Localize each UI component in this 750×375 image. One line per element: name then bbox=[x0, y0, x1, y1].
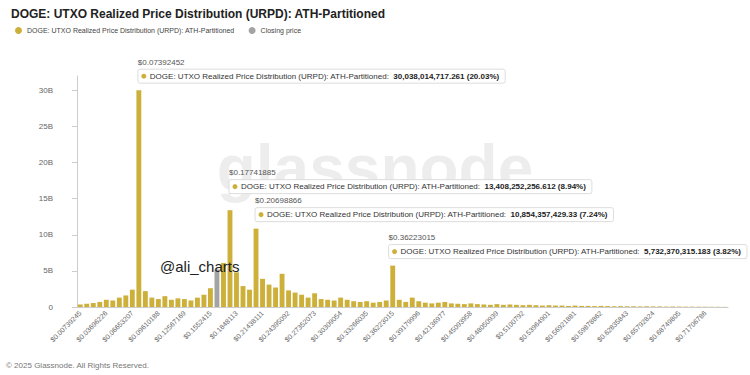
svg-text:$0.24395092: $0.24395092 bbox=[257, 309, 291, 344]
svg-text:$0.20698866: $0.20698866 bbox=[255, 196, 302, 205]
svg-text:$0.30309054: $0.30309054 bbox=[309, 309, 344, 344]
svg-text:$0.06653207: $0.06653207 bbox=[101, 309, 135, 344]
svg-text:$0.62835843: $0.62835843 bbox=[595, 309, 630, 344]
svg-text:$0.42136977: $0.42136977 bbox=[413, 309, 448, 344]
svg-text:$0.07392452: $0.07392452 bbox=[138, 58, 185, 67]
svg-text:DOGE: UTXO Realized Price Dist: DOGE: UTXO Realized Price Distribution (… bbox=[401, 247, 640, 256]
svg-text:$0.39179996: $0.39179996 bbox=[387, 309, 422, 344]
svg-text:$0.59878862: $0.59878862 bbox=[569, 309, 604, 344]
svg-text:$0.00739245: $0.00739245 bbox=[48, 309, 83, 344]
svg-text:0: 0 bbox=[49, 303, 54, 312]
svg-text:$0.1848113: $0.1848113 bbox=[208, 309, 239, 341]
svg-text:$0.33266035: $0.33266035 bbox=[335, 309, 370, 344]
svg-text:25B: 25B bbox=[39, 122, 53, 131]
svg-text:$0.68749805: $0.68749805 bbox=[647, 309, 682, 344]
svg-text:DOGE: UTXO Realized Price Dist: DOGE: UTXO Realized Price Distribution (… bbox=[11, 7, 385, 21]
svg-text:$0.1552415: $0.1552415 bbox=[181, 309, 213, 341]
svg-text:$0.53964901: $0.53964901 bbox=[517, 309, 552, 344]
svg-text:glassnode: glassnode bbox=[216, 132, 534, 204]
svg-text:$0.36223015: $0.36223015 bbox=[389, 233, 436, 242]
svg-text:15B: 15B bbox=[39, 194, 53, 203]
svg-text:© 2025 Glassnode. All Rights R: © 2025 Glassnode. All Rights Reserved. bbox=[6, 361, 149, 370]
svg-text:$0.45093958: $0.45093958 bbox=[439, 309, 474, 344]
svg-text:$0.48050939: $0.48050939 bbox=[466, 309, 500, 343]
svg-text:$0.21438111: $0.21438111 bbox=[232, 309, 265, 343]
svg-text:Closing price: Closing price bbox=[261, 27, 302, 35]
svg-text:$0.03696226: $0.03696226 bbox=[75, 309, 109, 344]
svg-text:DOGE: UTXO Realized Price Dist: DOGE: UTXO Realized Price Distribution (… bbox=[27, 27, 234, 35]
svg-text:$0.12567169: $0.12567169 bbox=[153, 309, 187, 343]
svg-text:$0.27352073: $0.27352073 bbox=[283, 309, 318, 344]
svg-text:30,038,014,717.261 (20.03%): 30,038,014,717.261 (20.03%) bbox=[393, 72, 499, 81]
svg-text:30B: 30B bbox=[39, 86, 53, 95]
svg-text:13,408,252,256.612 (8.94%): 13,408,252,256.612 (8.94%) bbox=[484, 182, 586, 191]
svg-text:DOGE: UTXO Realized Price Dist: DOGE: UTXO Realized Price Distribution (… bbox=[150, 72, 389, 81]
svg-text:20B: 20B bbox=[39, 158, 53, 167]
svg-text:$0.56921881: $0.56921881 bbox=[543, 309, 578, 344]
svg-text:$0.65792824: $0.65792824 bbox=[621, 309, 656, 344]
svg-text:@ali_charts: @ali_charts bbox=[160, 258, 239, 275]
svg-text:10B: 10B bbox=[39, 230, 53, 239]
svg-text:10,854,357,429.33 (7.24%): 10,854,357,429.33 (7.24%) bbox=[510, 210, 607, 219]
svg-text:$0.5100792: $0.5100792 bbox=[494, 309, 526, 341]
svg-text:$0.71706786: $0.71706786 bbox=[674, 309, 708, 343]
svg-text:$0.36223015: $0.36223015 bbox=[361, 309, 396, 344]
svg-text:$0.17741885: $0.17741885 bbox=[229, 168, 276, 177]
svg-text:DOGE: UTXO Realized Price Dist: DOGE: UTXO Realized Price Distribution (… bbox=[241, 182, 480, 191]
svg-text:DOGE: UTXO Realized Price Dist: DOGE: UTXO Realized Price Distribution (… bbox=[267, 210, 506, 219]
svg-text:5B: 5B bbox=[43, 266, 53, 275]
svg-text:5,732,370,315.183 (3.82%): 5,732,370,315.183 (3.82%) bbox=[644, 247, 741, 256]
svg-text:$0.09610188: $0.09610188 bbox=[127, 309, 161, 344]
